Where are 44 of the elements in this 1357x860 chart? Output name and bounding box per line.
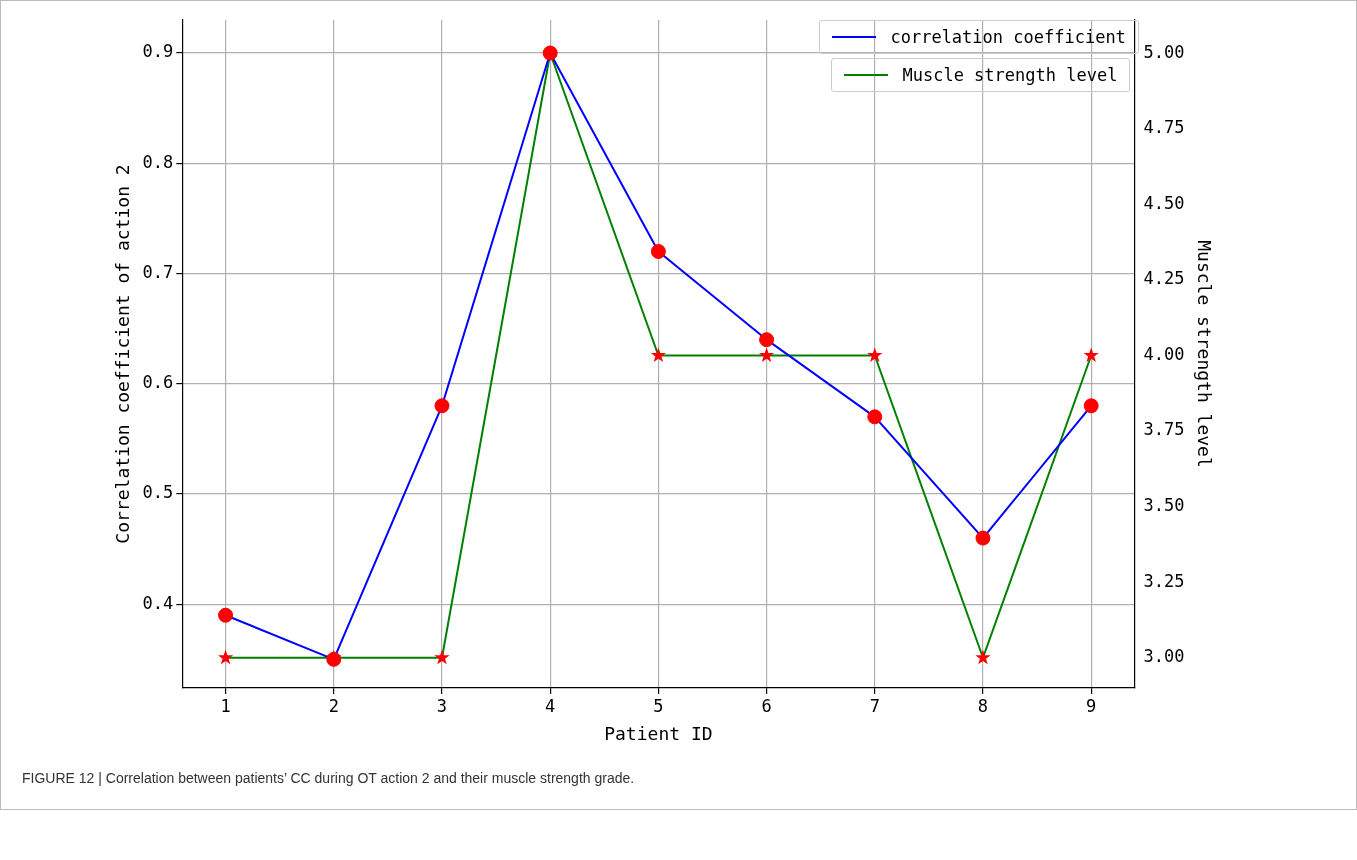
y2-tick-label: 4.50 <box>1143 192 1185 213</box>
y2-tick-label: 5.00 <box>1143 41 1185 62</box>
x-tick-label: 3 <box>436 695 448 716</box>
x-tick-label: 7 <box>869 695 880 716</box>
x-tick-label: 9 <box>1086 695 1097 716</box>
y-tick-label: 0.8 <box>142 151 174 172</box>
y2-tick-label: 4.25 <box>1143 268 1185 289</box>
y2-tick-label: 3.75 <box>1143 419 1185 440</box>
y-tick-label: 0.6 <box>142 372 174 393</box>
point <box>975 649 991 665</box>
x-tick-label: 6 <box>761 695 772 716</box>
y2-axis-title: Muscle strength level <box>1193 240 1215 468</box>
y-axis-title: Correlation coefficient of action 2 <box>112 164 134 544</box>
y2-tick-label: 4.00 <box>1143 343 1185 364</box>
x-tick-label: 4 <box>545 695 556 716</box>
y2-tick-label: 4.75 <box>1143 117 1185 138</box>
point <box>759 332 775 348</box>
point <box>758 347 775 362</box>
y-tick-label: 0.7 <box>142 261 174 282</box>
y-tick-label: 0.5 <box>142 482 174 503</box>
point <box>975 530 991 546</box>
y-tick-label: 0.9 <box>142 41 174 62</box>
x-tick-label: 5 <box>653 695 664 716</box>
legend-label: correlation coefficient <box>890 27 1126 47</box>
point <box>434 649 450 665</box>
y-tick-label: 0.4 <box>142 592 174 613</box>
y2-tick-label: 3.25 <box>1143 570 1185 591</box>
x-tick-label: 1 <box>220 695 231 716</box>
point <box>650 347 666 362</box>
point <box>217 649 234 665</box>
point <box>434 398 450 414</box>
point <box>218 607 234 623</box>
point <box>650 243 666 259</box>
y2-tick-label: 3.00 <box>1143 646 1185 667</box>
x-tick-label: 8 <box>977 695 989 716</box>
legend-label: Muscle strength level <box>902 65 1118 85</box>
point <box>867 347 883 362</box>
point <box>867 409 883 425</box>
caption: FIGURE 12 | Correlation between patients’ CC during OT action 2 and their muscle strength grade. <box>22 770 635 786</box>
point <box>1083 398 1099 414</box>
x-axis-title: Patient ID <box>604 722 713 744</box>
x-tick-label: 2 <box>328 695 339 716</box>
y2-tick-label: 3.50 <box>1143 495 1185 516</box>
point <box>1083 347 1099 362</box>
